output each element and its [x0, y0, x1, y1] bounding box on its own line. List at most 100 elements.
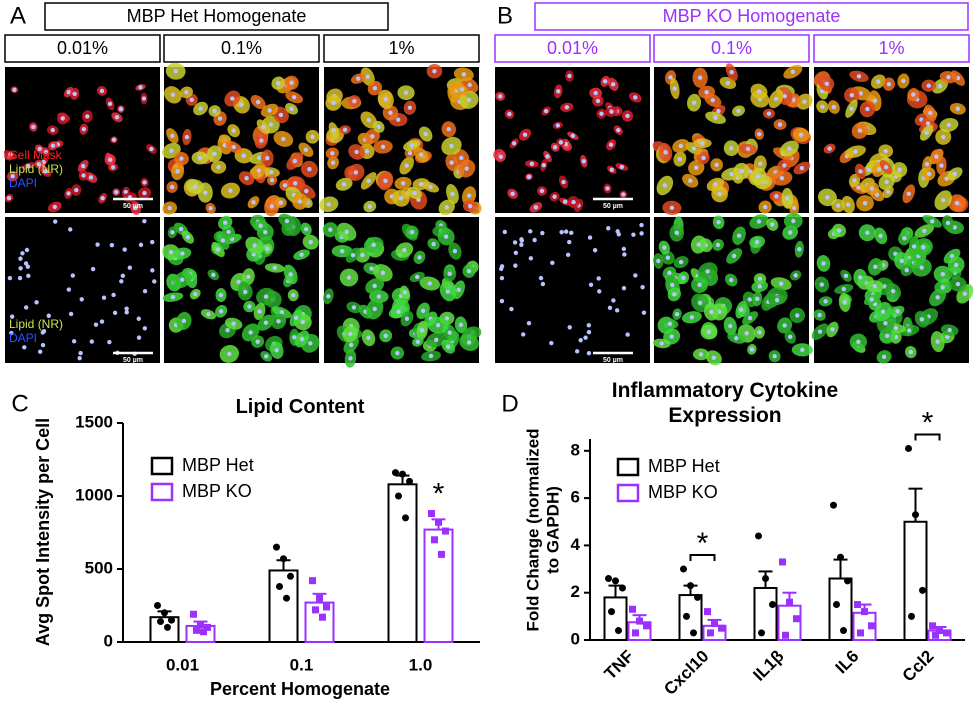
micrograph: 50 µm [5, 217, 160, 364]
nucleus [569, 230, 574, 235]
significance-marker: * [433, 477, 445, 510]
data-point [707, 629, 714, 637]
nucleus [940, 285, 945, 290]
nucleus [23, 261, 29, 266]
nucleus [278, 200, 284, 205]
nucleus [519, 237, 524, 242]
nucleus [404, 316, 410, 321]
data-point [683, 612, 690, 620]
data-point [316, 594, 323, 602]
nucleus [8, 152, 13, 157]
nucleus [344, 229, 349, 234]
nucleus [736, 108, 741, 114]
nucleus [291, 95, 297, 100]
x-tick-label: 1.0 [409, 655, 433, 674]
nucleus [124, 306, 129, 311]
nucleus [498, 94, 503, 99]
nucleus [259, 138, 264, 143]
nucleus [341, 182, 347, 187]
nucleus [243, 289, 248, 295]
nucleus [466, 97, 472, 103]
nucleus [351, 305, 357, 310]
nucleus [697, 282, 702, 288]
nucleus [853, 149, 858, 154]
data-point [615, 627, 622, 635]
nucleus [619, 164, 625, 170]
nucleus [304, 188, 309, 194]
nucleus [400, 181, 406, 186]
nucleus [74, 187, 79, 193]
nucleus [556, 89, 561, 94]
nucleus [908, 349, 913, 355]
nucleus [510, 191, 515, 196]
nucleus [507, 111, 512, 117]
x-axis-label: Percent Homogenate [210, 679, 390, 699]
nucleus [36, 161, 41, 167]
significance-bracket [689, 554, 716, 562]
nucleus [754, 239, 760, 245]
nucleus [757, 284, 762, 289]
nucleus [596, 276, 601, 281]
nucleus [849, 92, 855, 98]
nucleus [697, 75, 703, 80]
nucleus [331, 100, 336, 106]
bar [603, 596, 628, 642]
data-point [704, 608, 711, 616]
nucleus [745, 146, 751, 152]
nucleus [330, 151, 335, 156]
nucleus [757, 330, 762, 335]
nucleus [884, 179, 889, 185]
nucleus [595, 98, 601, 104]
nucleus [71, 339, 77, 344]
nucleus [610, 82, 616, 87]
nucleus [99, 319, 105, 324]
data-point [854, 601, 861, 609]
nucleus [736, 233, 742, 238]
nucleus [412, 190, 417, 196]
nucleus [142, 289, 148, 294]
nucleus [228, 188, 233, 193]
nucleus [203, 190, 208, 195]
nucleus [291, 293, 296, 298]
nucleus [954, 262, 959, 268]
nucleus [955, 106, 961, 111]
nucleus [281, 136, 286, 142]
data-point [687, 582, 694, 590]
data-point [857, 629, 864, 637]
nucleus [873, 264, 878, 270]
nucleus [856, 185, 861, 190]
nucleus [449, 143, 454, 149]
nucleus [529, 161, 535, 167]
nucleus [303, 147, 309, 152]
nucleus [662, 245, 667, 250]
nucleus [458, 322, 464, 328]
nucleus [211, 272, 216, 278]
nucleus [466, 193, 472, 198]
nucleus [678, 143, 684, 149]
nucleus [136, 316, 141, 321]
nucleus [212, 151, 217, 157]
nucleus [876, 79, 881, 84]
nucleus [170, 294, 176, 300]
nucleus [241, 153, 246, 158]
nucleus [545, 154, 550, 159]
nucleus [552, 145, 558, 150]
nucleus [447, 271, 452, 276]
data-point [718, 624, 725, 632]
nucleus [339, 248, 345, 254]
nucleus [23, 305, 29, 310]
x-tick-label: IL6 [832, 647, 863, 678]
nucleus [349, 342, 354, 348]
nucleus [704, 89, 709, 95]
image-background [5, 67, 160, 213]
nucleus [907, 328, 912, 333]
nucleus [184, 134, 190, 140]
nucleus [193, 291, 198, 297]
nucleus [217, 116, 223, 121]
nucleus [843, 273, 849, 278]
nucleus [639, 222, 644, 228]
nucleus [367, 204, 373, 209]
nucleus [77, 355, 82, 361]
nucleus [539, 188, 545, 194]
nucleus [678, 259, 684, 265]
